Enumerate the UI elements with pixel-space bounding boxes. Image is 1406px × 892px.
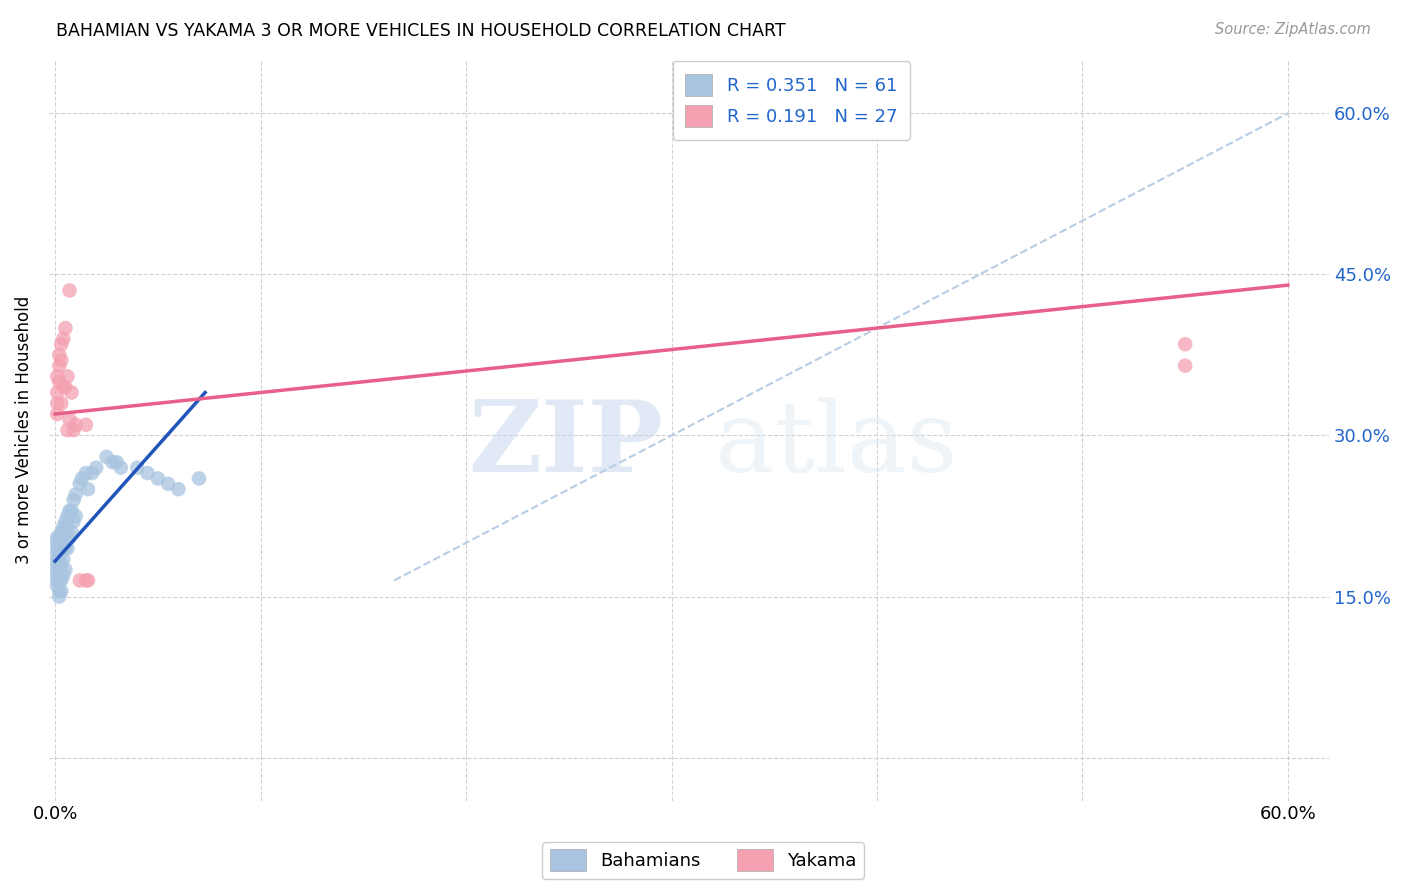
Point [65, 509, 87, 524]
Point [52, 525, 75, 540]
Point [56, 369, 79, 384]
Point [46, 536, 69, 550]
Point [48, 541, 70, 556]
Point [75, 466, 97, 480]
Point [101, 455, 124, 469]
Point [96, 450, 118, 464]
Text: ZIP: ZIP [468, 396, 664, 493]
Point [46, 541, 69, 556]
Point [48, 359, 70, 373]
Point [48, 574, 70, 588]
Point [46, 568, 69, 582]
Point [77, 574, 100, 588]
Point [62, 515, 84, 529]
Point [46, 369, 69, 384]
Point [55, 321, 77, 335]
Point [48, 584, 70, 599]
Point [84, 460, 107, 475]
Point [105, 455, 128, 469]
Point [75, 574, 97, 588]
Point [51, 584, 73, 599]
Point [51, 558, 73, 572]
Point [51, 525, 73, 540]
Point [62, 423, 84, 437]
Point [46, 579, 69, 593]
Point [48, 531, 70, 545]
Point [82, 466, 104, 480]
Point [56, 520, 79, 534]
Point [1174, 337, 1197, 351]
Point [51, 541, 73, 556]
Point [46, 547, 69, 561]
Point [55, 563, 77, 577]
Point [48, 348, 70, 362]
Point [69, 476, 91, 491]
Point [46, 396, 69, 410]
Point [46, 563, 69, 577]
Point [60, 385, 83, 400]
Text: atlas: atlas [714, 397, 957, 492]
Point [127, 460, 149, 475]
Point [60, 503, 83, 517]
Point [58, 503, 80, 517]
Point [75, 417, 97, 432]
Point [146, 471, 169, 485]
Legend: Bahamians, Yakama: Bahamians, Yakama [543, 842, 863, 879]
Text: BAHAMIAN VS YAKAMA 3 OR MORE VEHICLES IN HOUSEHOLD CORRELATION CHART: BAHAMIAN VS YAKAMA 3 OR MORE VEHICLES IN… [56, 22, 786, 40]
Point [52, 520, 75, 534]
Point [1174, 359, 1197, 373]
Point [55, 380, 77, 394]
Point [46, 385, 69, 400]
Point [77, 482, 100, 496]
Point [55, 525, 77, 540]
Point [58, 284, 80, 298]
Point [46, 558, 69, 572]
Point [55, 515, 77, 529]
Point [70, 471, 93, 485]
Y-axis label: 3 or more Vehicles in Household: 3 or more Vehicles in Household [15, 296, 32, 565]
Point [62, 492, 84, 507]
Text: Source: ZipAtlas.com: Source: ZipAtlas.com [1215, 22, 1371, 37]
Point [46, 531, 69, 545]
Point [46, 574, 69, 588]
Point [52, 380, 75, 394]
Point [51, 337, 73, 351]
Point [188, 471, 211, 485]
Point [69, 574, 91, 588]
Point [55, 541, 77, 556]
Point [167, 482, 190, 496]
Point [60, 525, 83, 540]
Point [51, 396, 73, 410]
Point [52, 552, 75, 566]
Point [157, 476, 180, 491]
Point [46, 407, 69, 421]
Point [65, 487, 87, 501]
Point [48, 552, 70, 566]
Point [51, 574, 73, 588]
Point [136, 466, 159, 480]
Point [46, 552, 69, 566]
Point [48, 563, 70, 577]
Point [58, 412, 80, 426]
Point [48, 536, 70, 550]
Point [56, 423, 79, 437]
Point [58, 531, 80, 545]
Point [51, 531, 73, 545]
Point [56, 509, 79, 524]
Point [56, 541, 79, 556]
Point [65, 417, 87, 432]
Point [48, 375, 70, 389]
Legend: R = 0.351   N = 61, R = 0.191   N = 27: R = 0.351 N = 61, R = 0.191 N = 27 [672, 62, 910, 139]
Point [110, 460, 132, 475]
Point [52, 332, 75, 346]
Point [52, 568, 75, 582]
Point [48, 590, 70, 604]
Point [51, 353, 73, 368]
Point [52, 536, 75, 550]
